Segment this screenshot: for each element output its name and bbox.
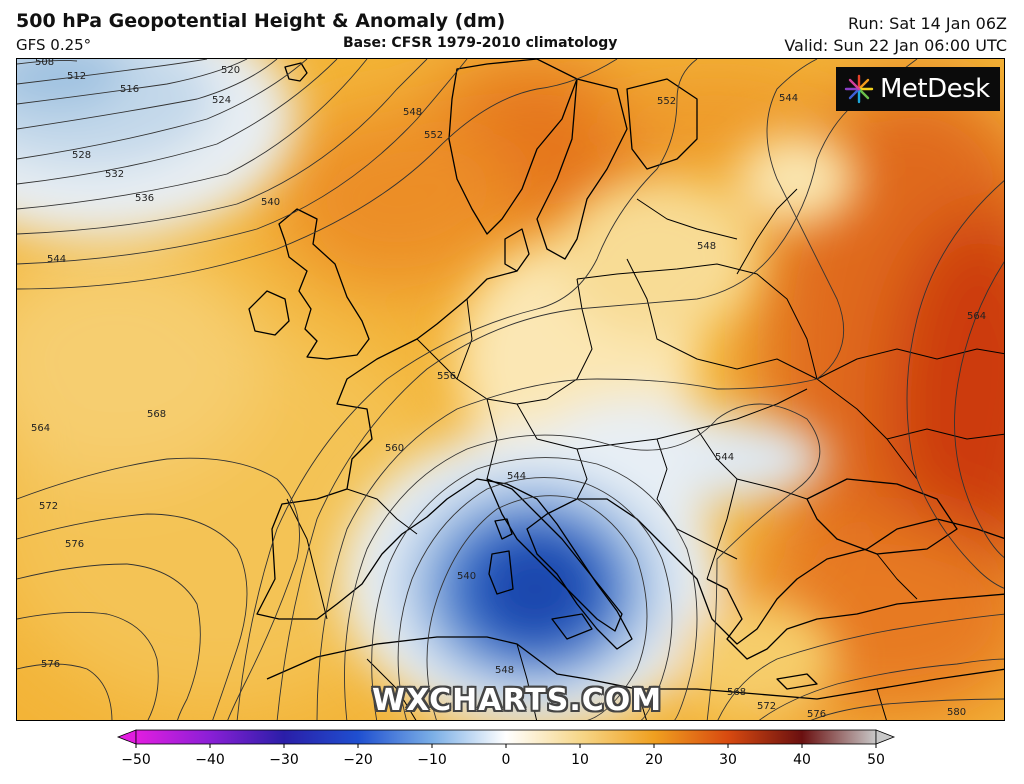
- colorbar-tick-label: 10: [571, 752, 589, 768]
- colorbar-tick-label: 30: [719, 752, 737, 768]
- contour-label-544-balkans: 544: [715, 452, 734, 463]
- valid-time-label: Valid: Sun 22 Jan 06:00 UTC: [784, 36, 1007, 55]
- colorbar-tick-label: 20: [645, 752, 663, 768]
- contour-label-528: 528: [72, 150, 91, 161]
- colorbar-ticks: −50 −40 −30 −20 −10 0 10 20 30 40 50: [121, 744, 885, 768]
- contour-label-564-east: 564: [967, 311, 986, 322]
- contour-label-508: 508: [35, 59, 54, 68]
- chart-title: 500 hPa Geopotential Height & Anomaly (d…: [16, 10, 506, 32]
- contour-label-548-north: 548: [403, 107, 422, 118]
- watermark: WXCHARTS.COM: [372, 683, 663, 718]
- contour-label-544-west: 544: [47, 254, 66, 265]
- colorbar-max-arrow: [875, 729, 896, 745]
- colorbar-gradient: [135, 729, 877, 745]
- colorbar-tick-label: −50: [121, 752, 151, 768]
- contour-label-576-west: 576: [65, 539, 84, 550]
- anomaly-field-detail: [17, 59, 857, 720]
- contour-label-568: 568: [147, 409, 166, 420]
- contour-label-540-low: 540: [457, 571, 476, 582]
- contour-label-572-se: 572: [757, 701, 776, 712]
- metdesk-logo: MetDesk: [836, 67, 1000, 111]
- contour-label-548-east: 548: [697, 241, 716, 252]
- country-borders: [286, 188, 1004, 720]
- height-contours: [17, 59, 1004, 720]
- contour-label-576-se: 576: [807, 709, 826, 720]
- contour-label-540: 540: [261, 197, 280, 208]
- colorbar-tick-label: −10: [417, 752, 447, 768]
- colorbar-tick-label: −20: [343, 752, 373, 768]
- colorbar-tick-label: 0: [502, 752, 511, 768]
- contour-labels: 508 512 516 520 524 528 532 536 540 544 …: [31, 59, 986, 720]
- climatology-base-label: Base: CFSR 1979-2010 climatology: [343, 35, 618, 51]
- contour-label-544-med: 544: [507, 471, 526, 482]
- contour-label-564-west: 564: [31, 423, 50, 434]
- contour-label-576-sw: 576: [41, 659, 60, 670]
- anomaly-colorbar: −50 −40 −30 −20 −10 0 10 20 30 40 50: [116, 729, 896, 768]
- contour-label-548-south: 548: [495, 665, 514, 676]
- contour-label-568-se: 568: [727, 687, 746, 698]
- map-panel[interactable]: 508 512 516 520 524 528 532 536 540 544 …: [16, 58, 1005, 721]
- model-label: GFS 0.25°: [16, 36, 92, 54]
- contour-label-512: 512: [67, 71, 86, 82]
- contour-label-544-ne: 544: [779, 93, 798, 104]
- contour-label-516: 516: [120, 84, 139, 95]
- contour-label-536: 536: [135, 193, 154, 204]
- colorbar-tick-label: 50: [867, 752, 885, 768]
- colorbar-min-arrow: [116, 729, 137, 745]
- run-time-label: Run: Sat 14 Jan 06Z: [848, 14, 1007, 33]
- contour-label-532: 532: [105, 169, 124, 180]
- anomaly-map: 508 512 516 520 524 528 532 536 540 544 …: [17, 59, 1004, 720]
- coastlines: [248, 59, 1004, 700]
- logo-text: MetDesk: [880, 74, 990, 104]
- contour-label-520: 520: [221, 65, 240, 76]
- contour-label-552-north: 552: [424, 130, 443, 141]
- contour-label-552-ne: 552: [657, 96, 676, 107]
- colorbar-tick-label: −30: [269, 752, 299, 768]
- starburst-logo-icon: [844, 74, 874, 104]
- contour-label-572-west: 572: [39, 501, 58, 512]
- contour-label-524: 524: [212, 95, 231, 106]
- contour-label-556: 556: [437, 371, 456, 382]
- contour-label-560: 560: [385, 443, 404, 454]
- colorbar-tick-label: −40: [195, 752, 225, 768]
- contour-label-580: 580: [947, 707, 966, 718]
- colorbar-tick-label: 40: [793, 752, 811, 768]
